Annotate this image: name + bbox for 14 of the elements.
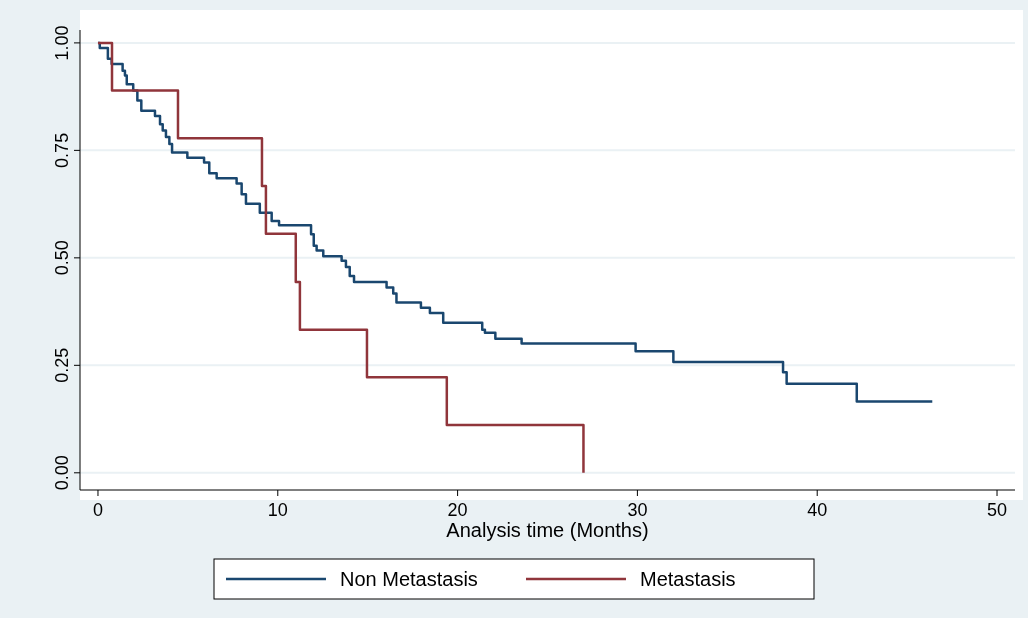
x-tick-label: 50 [987, 500, 1008, 520]
x-tick-label: 10 [267, 500, 288, 520]
legend-label: Non Metastasis [340, 568, 478, 590]
y-tick-label: 1.00 [52, 25, 72, 61]
legend-label: Metastasis [640, 568, 736, 590]
y-tick-label: 0.75 [52, 132, 72, 168]
x-tick-label: 20 [447, 500, 468, 520]
x-tick-label: 30 [627, 500, 648, 520]
y-tick-label: 0.25 [52, 347, 72, 383]
y-tick-label: 0.00 [52, 455, 72, 491]
x-tick-label: 40 [807, 500, 828, 520]
y-tick-label: 0.50 [52, 240, 72, 276]
x-tick-label: 0 [92, 500, 103, 520]
x-axis-title: Analysis time (Months) [446, 519, 649, 541]
